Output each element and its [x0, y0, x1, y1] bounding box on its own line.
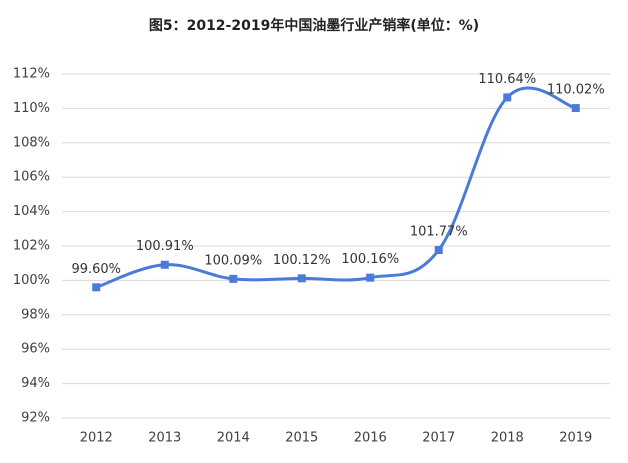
- x-tick-label: 2017: [422, 431, 455, 446]
- y-tick-label: 100%: [13, 273, 50, 288]
- y-tick-label: 96%: [21, 342, 50, 357]
- data-label: 110.02%: [547, 83, 605, 98]
- data-label: 99.60%: [71, 262, 121, 277]
- x-tick-label: 2012: [80, 431, 113, 446]
- data-label: 110.64%: [478, 72, 536, 87]
- y-tick-label: 110%: [13, 101, 50, 116]
- y-tick-label: 94%: [21, 376, 50, 391]
- marker: [297, 274, 306, 283]
- marker: [366, 273, 375, 282]
- marker: [571, 104, 580, 113]
- chart-title: 图5：2012-2019年中国油墨行业产销率(单位：%): [149, 17, 479, 34]
- y-tick-label: 92%: [21, 411, 50, 426]
- data-label: 101.77%: [410, 224, 468, 239]
- x-tick-label: 2019: [559, 431, 592, 446]
- x-tick-label: 2016: [354, 431, 387, 446]
- x-tick-label: 2013: [148, 431, 181, 446]
- data-label: 100.12%: [273, 253, 331, 268]
- x-tick-label: 2018: [491, 431, 524, 446]
- marker: [434, 245, 443, 254]
- y-tick-label: 104%: [13, 204, 50, 219]
- data-label: 100.16%: [341, 252, 399, 267]
- marker: [160, 260, 169, 269]
- marker: [503, 93, 512, 102]
- x-tick-label: 2015: [285, 431, 318, 446]
- y-tick-label: 106%: [13, 170, 50, 185]
- marker: [229, 274, 238, 283]
- marker: [92, 283, 101, 292]
- y-tick-label: 108%: [13, 135, 50, 150]
- y-tick-label: 98%: [21, 307, 50, 322]
- y-tick-label: 102%: [13, 239, 50, 254]
- y-tick-label: 112%: [13, 67, 50, 82]
- data-label: 100.09%: [204, 253, 262, 268]
- data-label: 100.91%: [136, 239, 194, 254]
- x-tick-label: 2014: [217, 431, 250, 446]
- series-line: [95, 86, 577, 289]
